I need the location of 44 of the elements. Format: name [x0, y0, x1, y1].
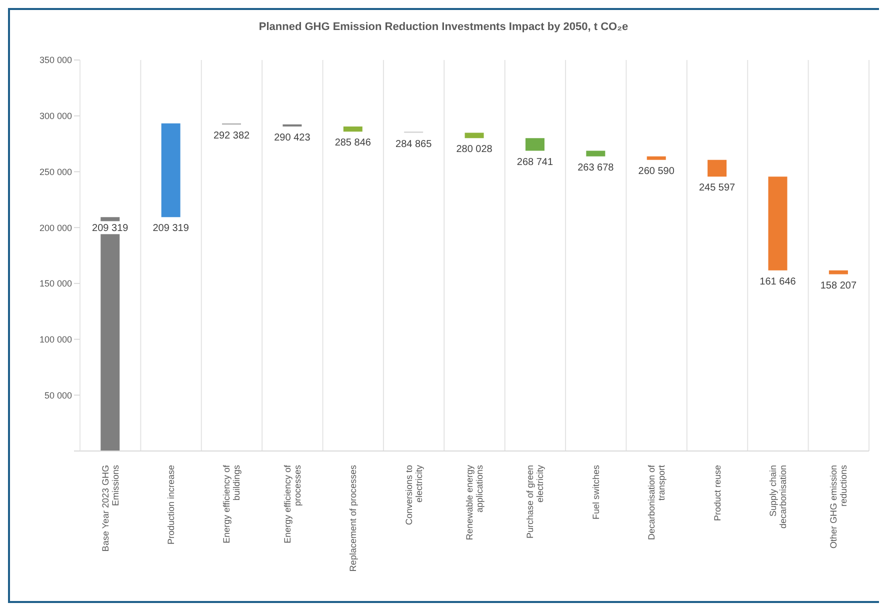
y-tick-label: 50 000: [44, 390, 72, 400]
annotation: 284 865: [396, 138, 432, 150]
bar: [708, 160, 727, 177]
y-tick-label: 250 000: [39, 166, 72, 177]
y-tick-label: 300 000: [39, 111, 72, 122]
x-tick-label: Decarbonisation of transport: [646, 464, 667, 540]
x-tick-label: Renewable energy applications: [464, 464, 484, 540]
y-tick-label: 150 000: [39, 278, 72, 289]
x-tick-label: Conversions to electricity: [404, 464, 424, 526]
x-tick-label: Energy efficiency of buildings: [222, 464, 242, 544]
y-tick-label: 200 000: [39, 222, 72, 233]
annotation: 209 319: [152, 223, 190, 234]
annotation: 290 423: [274, 132, 311, 144]
annotation: 268 741: [516, 156, 554, 168]
y-tick-label: 100 000: [39, 334, 72, 344]
annotation: 209 319: [92, 223, 129, 234]
bar: [282, 124, 302, 127]
x-tick-label: Supply chain decarbonisation: [768, 465, 788, 529]
annotation: 161 646: [760, 276, 796, 288]
x-tick-label: Replacement of processes: [348, 464, 358, 572]
bar: [525, 138, 544, 151]
bar: [768, 176, 788, 270]
x-tick-label: Fuel switches: [590, 464, 601, 520]
x-tick-label: Production increase: [166, 465, 176, 545]
x-tick-label: Product reuse: [712, 465, 722, 522]
bar: [586, 150, 606, 156]
annotation: 292 382: [213, 130, 250, 142]
annotation: 245 597: [698, 182, 736, 194]
x-tick-label: Base Year 2023 GHG Emissions: [100, 464, 120, 552]
annotation: 285 846: [334, 138, 372, 149]
chart-title: Planned GHG Emission Reduction Investments Impact by 2050, t CO₂e: [258, 21, 628, 33]
bar: [646, 156, 666, 160]
bar: [828, 270, 848, 274]
annotation: 260 590: [638, 166, 675, 177]
x-tick-label: Purchase of green electricity: [525, 464, 546, 539]
bar: [343, 126, 362, 132]
bar: [161, 123, 180, 218]
annotation: 158 207: [820, 280, 857, 292]
y-tick-label: 350 000: [39, 55, 72, 66]
annotation: 280 028: [456, 144, 493, 156]
bar: [464, 132, 484, 138]
x-tick-label: Energy efficiency of processes: [282, 464, 302, 544]
annotation: 263 678: [578, 162, 614, 174]
x-tick-label: Other GHG emission reductions: [828, 464, 849, 549]
